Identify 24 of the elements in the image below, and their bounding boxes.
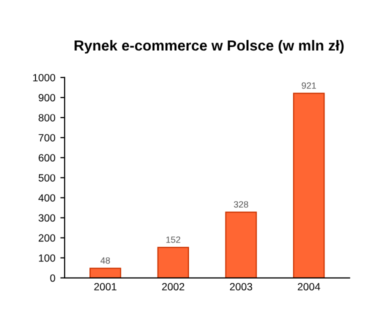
- y-tick-label: 500: [38, 174, 56, 182]
- data-label: 152: [166, 236, 180, 243]
- chart-title: Rynek e-commerce w Polsce (w mln zł): [74, 40, 344, 54]
- bar: [89, 268, 122, 278]
- y-tick-label: 300: [38, 214, 56, 222]
- bar: [157, 246, 189, 278]
- bar: [225, 212, 257, 278]
- data-label: 921: [302, 82, 316, 89]
- y-tick-label: 700: [38, 134, 56, 142]
- y-tick-label: 0: [50, 274, 56, 282]
- y-tick-label: 800: [38, 114, 56, 122]
- x-tick-label: 2003: [230, 283, 252, 290]
- y-tick-label: 900: [38, 94, 56, 102]
- x-tick-label: 2004: [298, 283, 320, 290]
- x-tick-label: 2001: [94, 283, 116, 290]
- y-tick-label: 1000: [33, 74, 56, 82]
- bar: [293, 92, 325, 278]
- y-tick-label: 400: [38, 194, 56, 202]
- data-label: 328: [234, 201, 248, 208]
- x-tick-label: 2002: [162, 283, 184, 290]
- y-tick-label: 600: [38, 154, 56, 162]
- y-tick-label: 100: [38, 254, 56, 262]
- y-tick-label: 200: [38, 234, 56, 242]
- data-label: 48: [100, 257, 110, 264]
